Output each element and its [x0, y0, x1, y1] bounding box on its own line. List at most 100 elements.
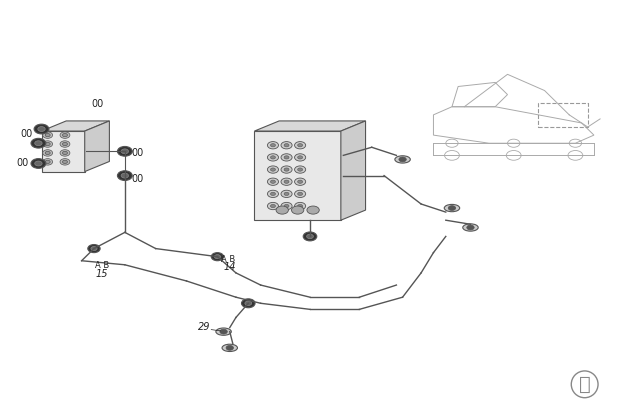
Circle shape	[294, 166, 306, 173]
Circle shape	[291, 206, 304, 214]
Circle shape	[45, 133, 50, 137]
Circle shape	[63, 160, 68, 164]
Circle shape	[226, 346, 234, 350]
Circle shape	[270, 180, 275, 183]
Circle shape	[267, 190, 278, 197]
Circle shape	[307, 206, 319, 214]
Circle shape	[63, 133, 68, 137]
Circle shape	[298, 204, 303, 208]
Circle shape	[34, 124, 49, 134]
Text: A B: A B	[95, 261, 110, 270]
Circle shape	[60, 132, 70, 138]
Circle shape	[245, 301, 252, 306]
Circle shape	[45, 151, 50, 155]
Circle shape	[220, 329, 228, 334]
Circle shape	[281, 190, 292, 197]
Circle shape	[43, 132, 53, 138]
Circle shape	[35, 161, 42, 166]
Ellipse shape	[395, 156, 410, 163]
Text: 29: 29	[198, 322, 210, 333]
Circle shape	[281, 154, 292, 161]
Ellipse shape	[445, 204, 459, 212]
Circle shape	[117, 171, 132, 180]
Circle shape	[284, 192, 289, 195]
Circle shape	[303, 232, 317, 241]
Circle shape	[267, 166, 278, 173]
Circle shape	[284, 168, 289, 171]
Text: 15: 15	[95, 269, 108, 279]
Circle shape	[45, 142, 50, 146]
Circle shape	[294, 190, 306, 197]
Circle shape	[298, 156, 303, 159]
Circle shape	[31, 159, 46, 169]
Circle shape	[38, 126, 45, 131]
Text: A B: A B	[221, 255, 235, 264]
Circle shape	[241, 299, 255, 308]
Circle shape	[399, 157, 406, 162]
Polygon shape	[42, 121, 109, 131]
Circle shape	[270, 144, 275, 147]
Circle shape	[45, 160, 50, 164]
Circle shape	[270, 204, 275, 208]
Circle shape	[270, 156, 275, 159]
Circle shape	[281, 178, 292, 185]
Circle shape	[43, 141, 53, 147]
Circle shape	[307, 234, 313, 239]
Circle shape	[467, 225, 474, 230]
Ellipse shape	[216, 328, 231, 335]
Circle shape	[294, 202, 306, 210]
Circle shape	[267, 154, 278, 161]
Circle shape	[270, 192, 275, 195]
Circle shape	[281, 202, 292, 210]
Text: Ⓦ: Ⓦ	[579, 375, 590, 394]
Circle shape	[43, 150, 53, 156]
Polygon shape	[341, 121, 366, 220]
Circle shape	[88, 244, 100, 253]
Circle shape	[281, 166, 292, 173]
Text: 14: 14	[224, 262, 236, 272]
Circle shape	[284, 204, 289, 208]
Circle shape	[294, 154, 306, 161]
Circle shape	[294, 178, 306, 185]
Circle shape	[43, 159, 53, 165]
Circle shape	[267, 178, 278, 185]
Circle shape	[60, 159, 70, 165]
Text: 00: 00	[131, 148, 143, 158]
Circle shape	[211, 253, 224, 261]
Text: 00: 00	[131, 174, 143, 184]
Circle shape	[284, 156, 289, 159]
Circle shape	[91, 246, 97, 251]
Text: 00: 00	[91, 99, 103, 109]
Ellipse shape	[463, 224, 478, 231]
Circle shape	[63, 142, 68, 146]
Circle shape	[215, 255, 221, 259]
Circle shape	[121, 149, 128, 154]
Circle shape	[281, 142, 292, 149]
Circle shape	[60, 150, 70, 156]
Circle shape	[60, 141, 70, 147]
Circle shape	[284, 180, 289, 183]
Circle shape	[276, 206, 288, 214]
Circle shape	[267, 202, 278, 210]
Circle shape	[298, 144, 303, 147]
Text: 00: 00	[20, 129, 32, 139]
Circle shape	[298, 168, 303, 171]
Circle shape	[270, 168, 275, 171]
Circle shape	[35, 141, 42, 146]
FancyBboxPatch shape	[254, 131, 341, 220]
Polygon shape	[254, 121, 366, 131]
Circle shape	[117, 146, 132, 156]
Circle shape	[63, 151, 68, 155]
Circle shape	[298, 192, 303, 195]
Circle shape	[298, 180, 303, 183]
Polygon shape	[85, 121, 109, 172]
Circle shape	[294, 142, 306, 149]
Circle shape	[267, 142, 278, 149]
Circle shape	[121, 173, 128, 178]
Text: 00: 00	[17, 157, 29, 168]
Circle shape	[448, 206, 456, 211]
Ellipse shape	[222, 344, 237, 352]
Circle shape	[284, 144, 289, 147]
Circle shape	[31, 138, 46, 148]
FancyBboxPatch shape	[42, 131, 85, 172]
